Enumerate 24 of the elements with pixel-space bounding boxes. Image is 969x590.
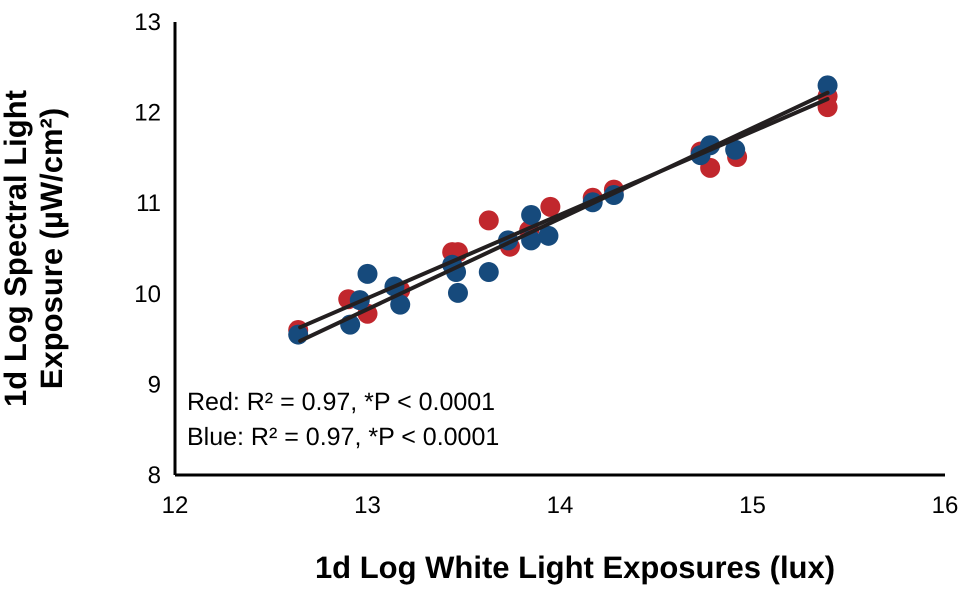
annotation: Blue: R² = 0.97, *P < 0.0001	[187, 423, 500, 451]
annotation: Red: R² = 0.97, *P < 0.0001	[187, 388, 496, 416]
point	[521, 204, 542, 225]
point	[478, 210, 499, 230]
y-tick-label: 10	[134, 280, 161, 308]
y-tick-label: 8	[148, 462, 161, 489]
x-tick-label: 13	[354, 492, 381, 519]
y-tick-label: 9	[148, 371, 161, 398]
point	[540, 196, 560, 217]
y-tick-label: 13	[134, 9, 161, 36]
x-tick-label: 15	[739, 492, 766, 519]
point	[390, 294, 410, 315]
point	[538, 226, 558, 246]
y-tick-label: 11	[136, 190, 161, 218]
y-tick-label: 12	[134, 100, 161, 127]
x-axis-title: 1d Log White Light Exposures (lux)	[314, 550, 836, 585]
y-axis-title: 1d Log Spectral Light Exposure (µW/cm²)	[0, 90, 69, 407]
x-tick-label: 16	[932, 492, 958, 519]
point	[725, 140, 746, 160]
point	[448, 282, 468, 303]
point	[358, 264, 378, 284]
x-tick-label: 14	[546, 492, 574, 519]
point	[478, 262, 499, 282]
point	[818, 75, 838, 96]
